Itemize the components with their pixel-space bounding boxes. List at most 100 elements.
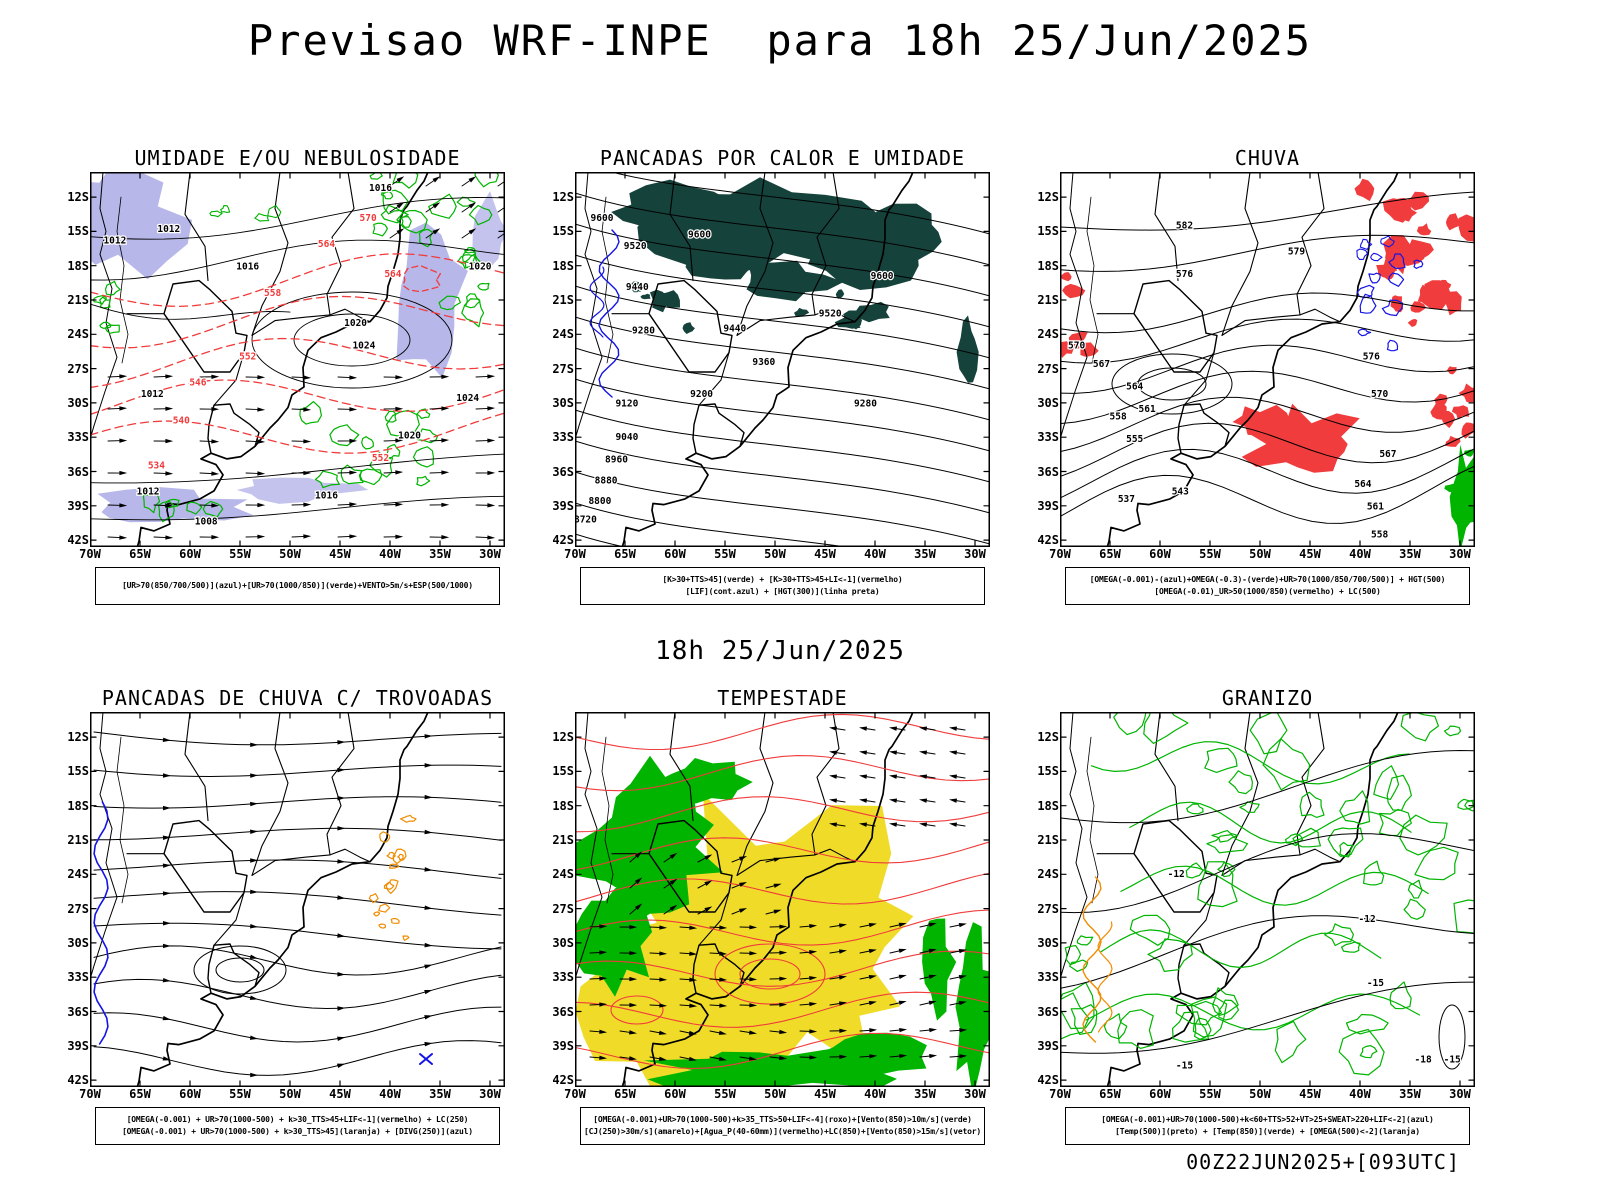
map-tempestade (575, 712, 990, 1087)
page-title: Previsao WRF-INPE para 18h 25/Jun/2025 (247, 16, 1313, 65)
lat-tick-label: 30S (552, 395, 574, 410)
panel-title: GRANIZO (1221, 686, 1314, 710)
contour-layer (90, 172, 505, 540)
contour-label: 561 (1367, 502, 1384, 513)
lon-tick-label: 65W (1099, 1087, 1121, 1101)
contour-label: 8720 (575, 515, 597, 526)
lon-tick-label: 55W (229, 1087, 251, 1101)
lon-tick-label: 30W (964, 547, 986, 561)
contour-label: 1008 (195, 517, 218, 528)
caption-line: [CJ(250)>30m/s](amarelo)+[Agua_P(40-60mm… (583, 1127, 981, 1136)
lat-tick-label: 36S (67, 1004, 89, 1019)
map-area: 12S 15S 18S 21S 24S 27S 30S 33S 36S 39S 42S 1016 10… (64, 172, 510, 547)
lon-tick-label: 30W (964, 1087, 986, 1101)
contour-label: 543 (1172, 487, 1189, 498)
lon-tick-label: 50W (1249, 1087, 1271, 1101)
contour-label: 9600 (591, 213, 614, 224)
contour-label: 1024 (456, 393, 479, 404)
map-area: 12S 15S 18S 21S 24S 27S 30S 33S 36S 39S 42S (64, 712, 510, 1087)
caption-line: [OMEGA(-0.001)+UR>70(1000-500)+k<60+TTS>… (1101, 1114, 1434, 1124)
lat-tick-label: 42S (552, 1073, 574, 1088)
contour-label: 1012 (103, 235, 126, 246)
lon-tick-label: 35W (1399, 1087, 1421, 1101)
lon-tick-label: 65W (129, 1087, 151, 1101)
map-trovoadas (90, 712, 505, 1087)
contour-label: 1012 (137, 487, 160, 498)
lon-tick-label: 55W (714, 547, 736, 561)
contour-label: 9360 (752, 357, 775, 368)
lat-tick-label: 27S (67, 901, 89, 916)
lat-axis: 12S 15S 18S 21S 24S 27S 30S 33S 36S 39S 42S (64, 712, 90, 1087)
contour-label: -15 (1367, 978, 1384, 989)
lon-tick-label: 65W (614, 1087, 636, 1101)
lon-tick-label: 55W (1199, 1087, 1221, 1101)
contour-label: 582 (1176, 220, 1193, 231)
lat-tick-label: 39S (1037, 1038, 1059, 1053)
contour-label: 564 (318, 239, 335, 250)
lat-tick-label: 15S (67, 224, 89, 239)
lat-tick-label: 42S (67, 1073, 89, 1088)
map-granizo: -12 -12 -15 -15 -18 -15 (1060, 712, 1475, 1087)
lat-tick-label: 18S (1037, 258, 1059, 273)
contour-label: 1024 (352, 340, 375, 351)
contour-label: 558 (1110, 412, 1127, 423)
lon-tick-label: 50W (764, 1087, 786, 1101)
lat-tick-label: 27S (552, 361, 574, 376)
lon-tick-label: 40W (1349, 547, 1371, 561)
lon-tick-label: 35W (429, 547, 451, 561)
lat-tick-label: 15S (552, 224, 574, 239)
contour-layer (1060, 712, 1475, 1076)
contour-label: 552 (372, 453, 389, 464)
map-chuva: 582 579 576 570 567 564 561 558 555 576 570 567 564 5… (1060, 172, 1475, 547)
lat-tick-label: 33S (552, 430, 574, 445)
panel-title: UMIDADE E/OU NEBULOSIDADE (134, 146, 461, 170)
lat-tick-label: 27S (552, 901, 574, 916)
contour-label: 9440 (626, 282, 649, 293)
lat-tick-label: 15S (67, 764, 89, 779)
lat-tick-label: 24S (1037, 867, 1059, 882)
contour-label: 558 (264, 288, 281, 299)
shading-layer (611, 177, 979, 383)
lat-tick-label: 18S (1037, 798, 1059, 813)
lon-axis: 70W 65W 60W 55W 50W 45W 40W 35W 30W (79, 547, 505, 562)
map-pancadas-calor: 9600 9600 9600 9520 9520 9440 9440 9360 9280 9280… (575, 172, 990, 547)
map-frame-layer (90, 712, 505, 1087)
lat-tick-label: 12S (552, 730, 574, 745)
contour-label: 546 (189, 378, 206, 389)
panel-pancadas-trovoadas: PANCADAS DE CHUVA C/ TROVOADAS 12S 15S 18S… (64, 686, 510, 1145)
map-svg-chuva: 582 579 576 570 567 564 561 558 555 576 570 567 564 5… (1060, 172, 1475, 547)
shading-layer (575, 755, 990, 1087)
lat-tick-label: 42S (1037, 533, 1059, 548)
lat-tick-label: 21S (1037, 833, 1059, 847)
contour-label: 9520 (819, 308, 842, 319)
lon-tick-label: 60W (1149, 1087, 1171, 1101)
lon-tick-label: 60W (664, 1087, 686, 1101)
map-area: 12S 15S 18S 21S 24S 27S 30S 33S 36S 39S 42S -12 -12… (1034, 712, 1480, 1087)
lon-tick-label: 45W (1299, 1087, 1321, 1101)
contour-label: 9520 (624, 241, 647, 252)
shading-layer (1060, 178, 1475, 547)
map-svg-tempestade (575, 712, 990, 1087)
panel-tempestade: TEMPESTADE 12S 15S 18S 21S 24S 27S 30S 33S 36S 39… (549, 686, 995, 1145)
map-frame-layer (575, 172, 990, 547)
lon-axis: 70W 65W 60W 55W 50W 45W 40W 35W 30W (564, 1087, 990, 1102)
lon-axis: 70W 65W 60W 55W 50W 45W 40W 35W 30W (79, 1087, 505, 1102)
lat-axis: 12S 15S 18S 21S 24S 27S 30S 33S 36S 39S 42S (549, 712, 575, 1087)
lat-tick-label: 21S (67, 833, 89, 847)
lon-tick-label: 40W (864, 547, 886, 561)
lon-tick-label: 40W (864, 1087, 886, 1101)
lon-tick-label: 50W (279, 1087, 301, 1101)
contour-label: 570 (1068, 340, 1085, 351)
lat-tick-label: 36S (1037, 464, 1059, 479)
run-info-label: 00Z22JUN2025+[093UTC] (1186, 1150, 1460, 1174)
panel-pancadas-calor-umidade: PANCADAS POR CALOR E UMIDADE 12S 15S 18S 21… (549, 146, 995, 605)
lat-axis: 12S 15S 18S 21S 24S 27S 30S 33S 36S 39S 42S (549, 172, 575, 547)
lon-tick-label: 60W (179, 547, 201, 561)
basemap-layer (1060, 172, 1399, 547)
lat-tick-label: 39S (552, 498, 574, 513)
contour-label: 579 (1288, 247, 1305, 258)
lat-tick-label: 12S (1037, 730, 1059, 745)
caption-line: [OMEGA(-0.001)+UR>70(1000-500)+k>35_TTS>… (593, 1114, 972, 1124)
contour-labels-layer: 9600 9600 9600 9520 9520 9440 9440 9360 9280 9280… (575, 212, 895, 527)
